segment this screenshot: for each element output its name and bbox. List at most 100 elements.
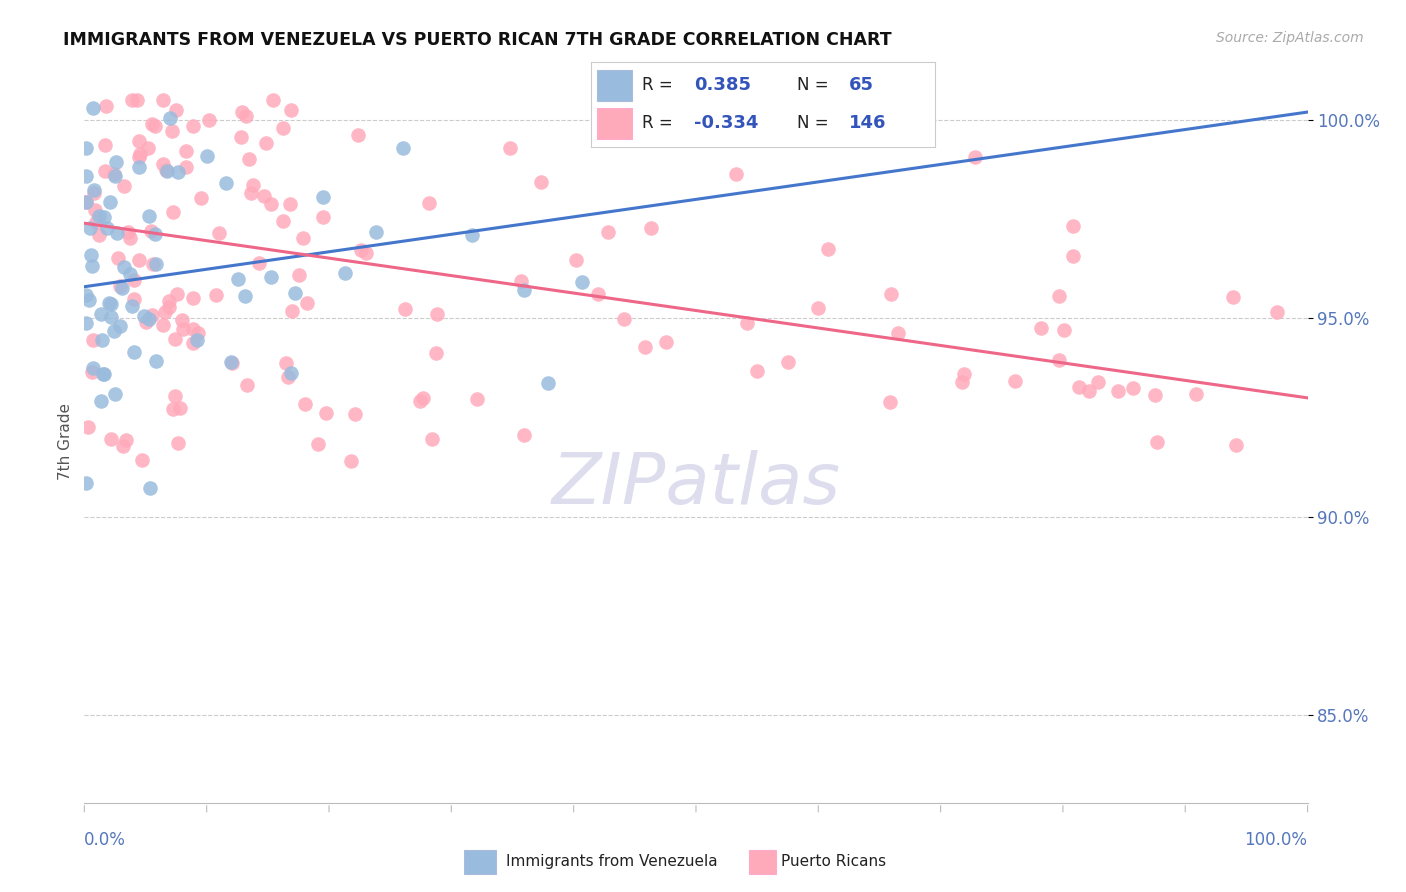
- Point: [163, 332, 186, 346]
- Point: [1265, 304, 1288, 318]
- Point: [111, 439, 134, 453]
- Point: [167, 435, 190, 450]
- Point: [122, 344, 145, 359]
- Point: [343, 407, 366, 421]
- Point: [513, 427, 536, 442]
- Point: [312, 210, 335, 224]
- Point: [817, 243, 839, 257]
- Point: [735, 316, 758, 330]
- Point: [87, 228, 110, 243]
- Point: [1004, 374, 1026, 388]
- Point: [83, 186, 105, 200]
- Point: [145, 353, 167, 368]
- Point: [537, 376, 560, 390]
- Point: [82, 333, 104, 347]
- Text: ZIPatlas: ZIPatlas: [551, 450, 841, 519]
- Point: [104, 155, 127, 169]
- Bar: [749, 850, 776, 873]
- Point: [292, 231, 315, 245]
- Point: [333, 266, 356, 280]
- Text: R =: R =: [643, 77, 673, 95]
- Text: Immigrants from Venezuela: Immigrants from Venezuela: [506, 855, 717, 869]
- Point: [280, 103, 302, 117]
- Point: [1185, 387, 1208, 401]
- Point: [807, 301, 830, 315]
- Point: [513, 283, 536, 297]
- Point: [530, 175, 553, 189]
- Point: [153, 305, 176, 319]
- Point: [1222, 290, 1244, 304]
- Point: [89, 209, 111, 223]
- Point: [108, 279, 131, 293]
- Text: Source: ZipAtlas.com: Source: ZipAtlas.com: [1216, 31, 1364, 45]
- Point: [103, 168, 125, 182]
- Point: [94, 164, 117, 178]
- Point: [152, 157, 174, 171]
- Point: [77, 420, 100, 434]
- Point: [128, 146, 150, 161]
- Point: [1225, 438, 1247, 452]
- Point: [162, 205, 184, 219]
- Point: [1122, 381, 1144, 395]
- Point: [114, 434, 136, 448]
- Point: [280, 366, 302, 380]
- Point: [465, 392, 488, 406]
- Point: [510, 274, 533, 288]
- Point: [138, 311, 160, 326]
- Point: [186, 334, 208, 348]
- Point: [284, 286, 307, 301]
- Point: [315, 407, 337, 421]
- Point: [166, 286, 188, 301]
- Point: [633, 340, 655, 354]
- Point: [655, 334, 678, 349]
- Text: -0.334: -0.334: [695, 114, 758, 132]
- Point: [229, 130, 252, 145]
- Text: 100.0%: 100.0%: [1244, 830, 1308, 848]
- Point: [121, 93, 143, 107]
- Point: [420, 432, 443, 446]
- Point: [170, 313, 193, 327]
- Point: [950, 375, 973, 389]
- Point: [253, 189, 276, 203]
- Point: [141, 308, 163, 322]
- Point: [160, 124, 183, 138]
- Point: [238, 152, 260, 166]
- Point: [745, 364, 768, 378]
- Point: [571, 275, 593, 289]
- Point: [613, 311, 636, 326]
- Point: [280, 304, 302, 318]
- Point: [90, 333, 112, 347]
- Point: [181, 322, 204, 336]
- Point: [879, 287, 901, 301]
- Point: [240, 186, 263, 200]
- Point: [167, 165, 190, 179]
- Point: [82, 101, 104, 115]
- Point: [138, 209, 160, 223]
- Point: [278, 197, 301, 211]
- Point: [394, 302, 416, 317]
- Point: [953, 368, 976, 382]
- Point: [75, 169, 97, 184]
- Point: [418, 195, 440, 210]
- Point: [75, 475, 97, 490]
- Point: [143, 119, 166, 133]
- Point: [776, 355, 799, 369]
- Point: [82, 365, 104, 379]
- Point: [117, 225, 139, 239]
- Point: [83, 183, 105, 197]
- Point: [132, 310, 155, 324]
- Point: [460, 228, 482, 243]
- Point: [79, 220, 101, 235]
- Point: [195, 149, 218, 163]
- Point: [271, 214, 294, 228]
- Text: 65: 65: [849, 77, 875, 95]
- Point: [640, 221, 662, 235]
- Point: [1062, 219, 1084, 233]
- Point: [111, 281, 134, 295]
- Point: [392, 141, 415, 155]
- Point: [221, 356, 243, 370]
- Point: [181, 291, 204, 305]
- Point: [262, 93, 284, 107]
- Point: [162, 401, 184, 416]
- Point: [157, 294, 180, 309]
